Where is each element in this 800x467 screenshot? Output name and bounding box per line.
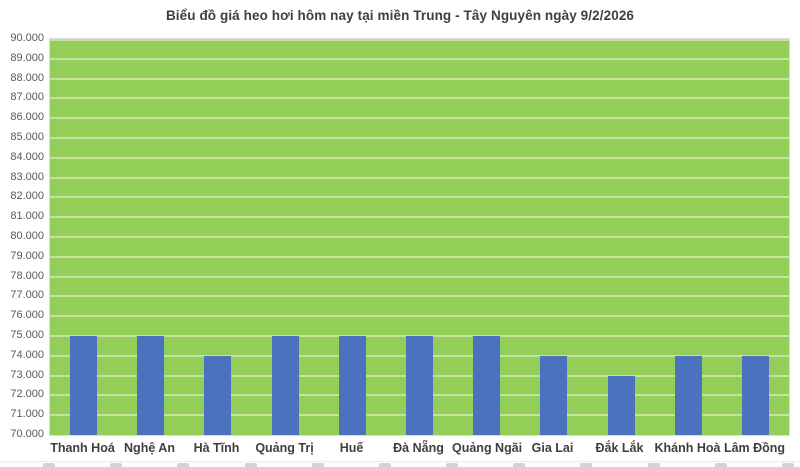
y-axis-tick-label: 71.000 <box>10 408 44 420</box>
gridline <box>50 58 789 60</box>
gridline <box>50 196 789 198</box>
y-axis-tick-label: 83.000 <box>10 171 44 183</box>
bar-Gia Lai <box>540 356 567 435</box>
y-axis-tick-label: 75.000 <box>10 329 44 341</box>
bar-Đắk Lắk <box>608 376 635 435</box>
cutoff-dash <box>513 463 525 467</box>
gridline <box>50 276 789 278</box>
x-axis-label: Nghệ An <box>124 441 175 455</box>
cutoff-dash <box>782 463 794 467</box>
x-axis-label: Lâm Đồng <box>723 441 786 455</box>
y-axis-tick-label: 87.000 <box>10 91 44 103</box>
bar-Khánh Hoà <box>675 356 702 435</box>
bar-Huế <box>339 336 366 435</box>
plot-area <box>49 38 790 436</box>
x-axis-label: Huế <box>339 441 364 455</box>
gridline <box>50 236 789 238</box>
chart-title: Biểu đồ giá heo hơi hôm nay tại miền Tru… <box>165 8 635 23</box>
gridline <box>50 39 789 41</box>
cutoff-dash <box>312 463 324 467</box>
cutoff-dash <box>648 463 660 467</box>
x-axis-label: Thanh Hoá <box>50 441 115 455</box>
y-axis-tick-label: 72.000 <box>10 388 44 400</box>
bar-Quảng Trị <box>272 336 299 435</box>
x-axis-labels: Thanh Hoá Nghệ An Hà Tĩnh Quảng Trị Huế Đà Nẵ… <box>49 441 790 461</box>
bar-Đà Nẵng <box>406 336 433 435</box>
y-axis-tick-label: 85.000 <box>10 131 44 143</box>
y-axis-tick-label: 80.000 <box>10 230 44 242</box>
y-axis-tick-labels: 90.000 89.000 88.000 87.000 86.000 85.000 84.0… <box>0 33 44 440</box>
cutoff-dash <box>110 463 122 467</box>
x-axis-label: Hà Tĩnh <box>193 441 240 455</box>
y-axis-tick-label: 86.000 <box>10 111 44 123</box>
x-axis-label: Đà Nẵng <box>393 441 444 455</box>
gridline <box>50 256 789 258</box>
cutoff-dash <box>43 463 55 467</box>
cutoff-dash <box>446 463 458 467</box>
gridline <box>50 117 789 119</box>
y-axis-tick-label: 74.000 <box>10 349 44 361</box>
y-axis-tick-label: 84.000 <box>10 151 44 163</box>
bar-Hà Tĩnh <box>204 356 231 435</box>
bar-Thanh Hoá <box>70 336 97 435</box>
y-axis-tick-label: 78.000 <box>10 270 44 282</box>
cutoff-dash <box>245 463 257 467</box>
bar-Nghệ An <box>137 336 164 435</box>
y-axis-tick-label: 81.000 <box>10 210 44 222</box>
gridline <box>50 216 789 218</box>
gridline <box>50 137 789 139</box>
y-axis-tick-label: 77.000 <box>10 289 44 301</box>
x-axis-label: Gia Lai <box>531 441 574 455</box>
cutoff-dash <box>379 463 391 467</box>
gridline <box>50 157 789 159</box>
y-axis-tick-label: 90.000 <box>10 32 44 44</box>
cutoff-dash <box>177 463 189 467</box>
cutoff-dash <box>715 463 727 467</box>
x-axis-label: Đắk Lắk <box>595 441 644 455</box>
y-axis-tick-label: 88.000 <box>10 72 44 84</box>
x-axis-label: Khánh Hoà <box>654 441 721 455</box>
cutoff-dash <box>580 463 592 467</box>
bar-Quảng Ngãi <box>473 336 500 435</box>
y-axis-tick-label: 79.000 <box>10 250 44 262</box>
y-axis-tick-label: 82.000 <box>10 190 44 202</box>
y-axis-tick-label: 76.000 <box>10 309 44 321</box>
gridline <box>50 315 789 317</box>
gridline <box>50 97 789 99</box>
x-axis-label: Quảng Trị <box>255 441 314 455</box>
gridline <box>50 295 789 297</box>
y-axis-tick-label: 73.000 <box>10 369 44 381</box>
bar-Lâm Đồng <box>742 356 769 435</box>
y-axis-tick-label: 70.000 <box>10 428 44 440</box>
y-axis-tick-label: 89.000 <box>10 52 44 64</box>
cutoff-bottom-strip <box>0 461 800 467</box>
gridline <box>50 177 789 179</box>
x-axis-label: Quảng Ngãi <box>452 441 523 455</box>
gridline <box>50 78 789 80</box>
